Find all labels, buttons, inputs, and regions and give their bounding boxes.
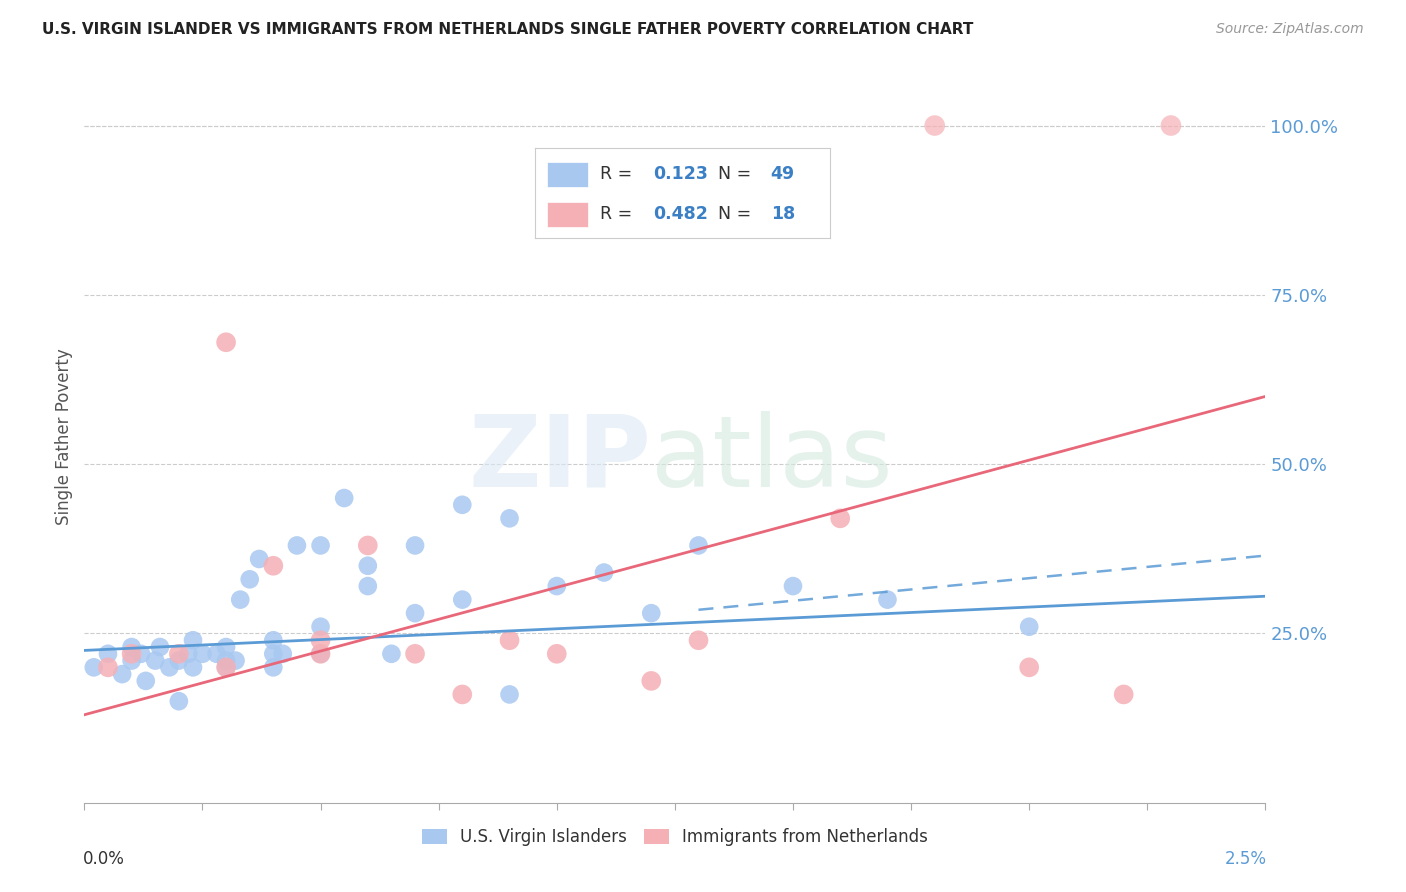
Point [97, 660, 120, 674]
Point [498, 511, 520, 525]
Point [593, 566, 616, 580]
Point [262, 633, 284, 648]
Point [111, 667, 134, 681]
Point [271, 647, 294, 661]
Point [121, 654, 143, 668]
FancyBboxPatch shape [547, 161, 588, 186]
Point [262, 647, 284, 661]
Point [205, 647, 228, 661]
Point [229, 592, 252, 607]
Point [546, 647, 568, 661]
Point [215, 660, 238, 674]
Point [135, 673, 157, 688]
Point [181, 660, 204, 674]
Text: 0.123: 0.123 [652, 165, 707, 183]
Point [357, 558, 380, 573]
Point [167, 694, 190, 708]
Point [688, 538, 710, 552]
Text: 0.482: 0.482 [652, 205, 707, 223]
Text: 2.5%: 2.5% [1225, 850, 1267, 868]
Point [357, 579, 380, 593]
Point [451, 498, 474, 512]
Point [498, 633, 520, 648]
Point [285, 538, 308, 552]
Point [498, 688, 520, 702]
Point [640, 673, 662, 688]
FancyBboxPatch shape [547, 202, 588, 227]
Point [191, 647, 214, 661]
Point [167, 654, 190, 668]
Point [451, 688, 474, 702]
Point [1018, 660, 1040, 674]
Point [357, 538, 380, 552]
Point [924, 119, 946, 133]
Point [640, 606, 662, 620]
Text: atlas: atlas [651, 410, 893, 508]
Point [239, 572, 262, 586]
Legend: U.S. Virgin Islanders, Immigrants from Netherlands: U.S. Virgin Islanders, Immigrants from N… [415, 822, 935, 853]
Point [262, 660, 284, 674]
Point [451, 592, 474, 607]
Point [876, 592, 898, 607]
Text: ZIP: ZIP [468, 410, 651, 508]
Text: R =: R = [600, 165, 638, 183]
Point [309, 633, 332, 648]
Point [143, 654, 166, 668]
Point [404, 538, 426, 552]
Point [121, 647, 143, 661]
Point [83, 660, 105, 674]
Text: U.S. VIRGIN ISLANDER VS IMMIGRANTS FROM NETHERLANDS SINGLE FATHER POVERTY CORREL: U.S. VIRGIN ISLANDER VS IMMIGRANTS FROM … [42, 22, 973, 37]
Point [1160, 119, 1182, 133]
Point [546, 579, 568, 593]
Point [177, 647, 200, 661]
Point [181, 633, 204, 648]
Point [309, 538, 332, 552]
Point [129, 647, 152, 661]
Text: N =: N = [717, 205, 756, 223]
Point [167, 647, 190, 661]
Point [404, 647, 426, 661]
Point [97, 647, 120, 661]
Text: 18: 18 [770, 205, 794, 223]
Point [215, 654, 238, 668]
Text: R =: R = [600, 205, 638, 223]
Text: Source: ZipAtlas.com: Source: ZipAtlas.com [1216, 22, 1364, 37]
Point [309, 647, 332, 661]
Point [215, 335, 238, 350]
Point [830, 511, 852, 525]
Point [215, 640, 238, 654]
Point [225, 654, 247, 668]
Text: 49: 49 [770, 165, 794, 183]
Text: 0.0%: 0.0% [83, 850, 125, 868]
Point [247, 552, 270, 566]
Point [404, 606, 426, 620]
Point [333, 491, 356, 505]
Point [782, 579, 804, 593]
Point [262, 558, 284, 573]
Y-axis label: Single Father Poverty: Single Father Poverty [55, 349, 73, 525]
Point [215, 660, 238, 674]
Point [157, 660, 180, 674]
Point [1018, 620, 1040, 634]
Point [309, 620, 332, 634]
Point [688, 633, 710, 648]
Point [309, 647, 332, 661]
Text: N =: N = [717, 165, 756, 183]
Point [149, 640, 172, 654]
Point [380, 647, 402, 661]
Point [1112, 688, 1135, 702]
Point [121, 640, 143, 654]
